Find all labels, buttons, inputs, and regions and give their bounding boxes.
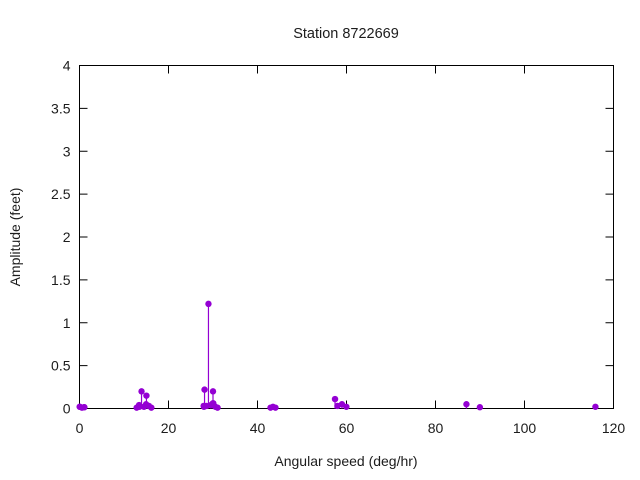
x-tick-label: 120 <box>602 420 626 436</box>
data-point <box>136 403 143 410</box>
data-point <box>209 388 217 395</box>
x-tick-label: 60 <box>339 420 355 436</box>
data-point <box>272 404 279 411</box>
y-axis-label: Amplitude (feet) <box>7 188 23 287</box>
data-point <box>138 388 145 395</box>
x-tick-label: 80 <box>428 420 444 436</box>
plot-border <box>79 65 614 409</box>
x-tick-label: 40 <box>250 420 266 436</box>
y-tick-label: 4 <box>63 58 71 74</box>
x-tick-label: 0 <box>76 420 84 436</box>
y-tick-label: 0 <box>63 401 71 417</box>
y-tick-label: 3.5 <box>51 100 71 116</box>
y-tick-label: 2.5 <box>51 186 71 202</box>
data-point <box>463 401 470 408</box>
data-point <box>331 395 339 403</box>
data-point <box>592 403 599 410</box>
y-tick-label: 3 <box>63 143 71 159</box>
x-tick-label: 20 <box>161 420 177 436</box>
axes: 0 20 40 60 80 100 120 0 0.5 1 1.5 2 2.5 3 3.5 4 <box>51 58 625 437</box>
x-tick-label: 100 <box>513 420 537 436</box>
y-tick-label: 1.5 <box>51 272 71 288</box>
data-point <box>81 404 88 411</box>
x-axis-label: Angular speed (deg/hr) <box>274 453 417 469</box>
data-point <box>205 300 212 308</box>
data-point <box>343 403 350 410</box>
y-tick-label: 0.5 <box>51 358 71 374</box>
data-point <box>143 392 150 399</box>
y-tick-label: 2 <box>63 229 71 245</box>
data-series <box>76 300 599 411</box>
y-tick-label: 1 <box>63 315 71 331</box>
data-point <box>214 404 221 411</box>
data-point <box>201 386 208 393</box>
chart-title: Station 8722669 <box>293 26 399 42</box>
data-point <box>476 404 484 411</box>
data-point <box>148 404 155 411</box>
